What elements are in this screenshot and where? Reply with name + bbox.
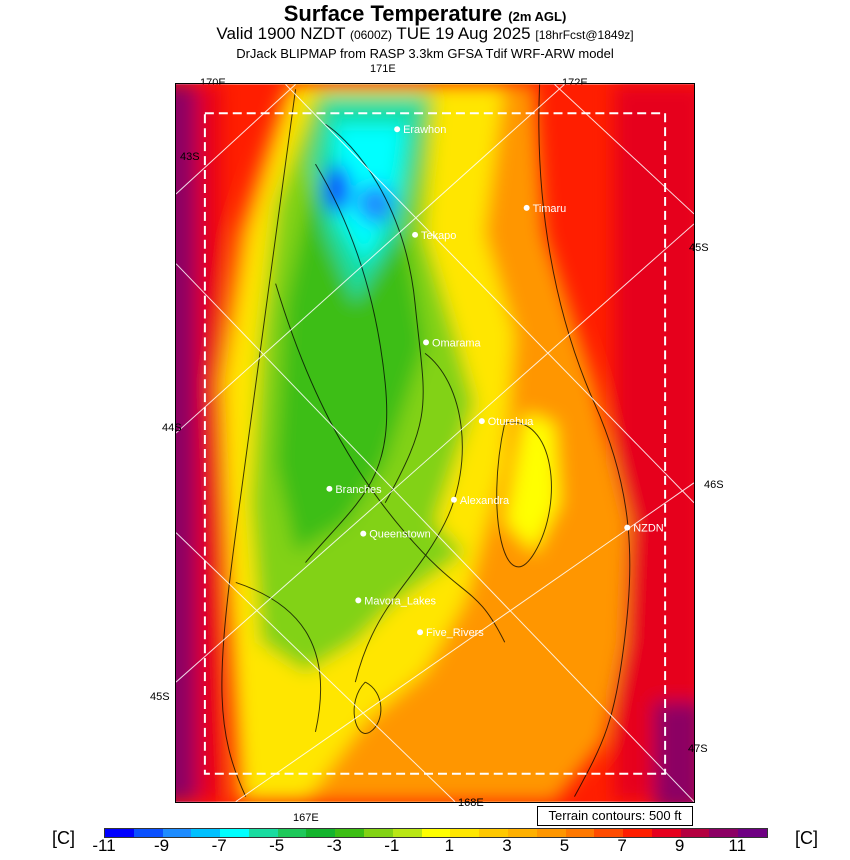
svg-text:Erawhon: Erawhon: [403, 124, 446, 136]
svg-text:Tekapo: Tekapo: [421, 230, 456, 242]
terrain-contour-note: Terrain contours: 500 ft: [537, 806, 693, 826]
colorbar-swatch: [623, 829, 652, 837]
lat-label: 47S: [688, 743, 708, 755]
valid-time: Valid 1900 NZDT (0600Z) TUE 19 Aug 2025 …: [216, 24, 634, 43]
colorbar-swatch: [709, 829, 739, 837]
colorbar-swatch: [248, 829, 278, 837]
colorbar-tick-label: -9: [154, 836, 170, 855]
lat-label: 46S: [704, 479, 724, 491]
svg-text:Oturehua: Oturehua: [488, 416, 535, 428]
colorbar-swatch: [392, 829, 422, 837]
city-oturehua: Oturehua: [478, 416, 535, 428]
colorbar-swatch: [421, 829, 451, 837]
lat-label: 44S: [162, 422, 182, 434]
colorbar-swatch: [738, 829, 767, 837]
svg-text:Five_Rivers: Five_Rivers: [426, 627, 484, 639]
colorbar-unit-right: [C]: [795, 828, 819, 848]
lat-label: 45S: [150, 691, 170, 703]
map-title: Surface Temperature (2m AGL): [283, 1, 567, 26]
colorbar-tick-label: 3: [502, 836, 512, 855]
colorbar-swatch: [479, 829, 508, 837]
lat-label: 45S: [689, 242, 709, 254]
colorbar-swatch: [105, 829, 134, 837]
colorbar-swatch: [565, 829, 595, 837]
colorbar-tick-label: 7: [617, 836, 627, 855]
colorbar-tick-label: -3: [326, 836, 342, 855]
svg-text:Alexandra: Alexandra: [460, 495, 510, 507]
city-five-rivers: Five_Rivers: [417, 627, 484, 639]
colorbar-tick-label: 9: [674, 836, 685, 855]
colorbar-tick-label: 1: [444, 836, 455, 855]
svg-text:Timaru: Timaru: [533, 203, 567, 215]
colorbar-swatch: [306, 829, 336, 837]
city-erawhon: Erawhon: [394, 124, 446, 136]
city-omarama: Omarama: [423, 337, 482, 349]
city-markers: Erawhon Timaru Tekapo Omarama Oturehua B…: [326, 124, 664, 639]
colorbar-swatch: [536, 829, 566, 837]
colorbar-swatch: [162, 829, 192, 837]
colorbar-swatch: [335, 829, 365, 837]
svg-text:Omarama: Omarama: [432, 337, 482, 349]
temperature-map[interactable]: Erawhon Timaru Tekapo Omarama Oturehua B…: [156, 83, 704, 812]
colorbar-tick-label: -1: [384, 836, 400, 855]
colorbar-tick-label: -7: [211, 836, 227, 855]
city-timaru: Timaru: [523, 203, 567, 215]
colorbar-tick-label: 11: [728, 836, 747, 855]
svg-text:Branches: Branches: [335, 484, 382, 496]
colorbar: [104, 828, 768, 838]
colorbar-swatch: [220, 829, 249, 837]
city-tekapo: Tekapo: [412, 230, 456, 242]
colorbar-swatch: [651, 829, 681, 837]
colorbar-swatch: [680, 829, 710, 837]
city-nzdn: NZDN: [624, 523, 664, 535]
colorbar-swatch: [594, 829, 624, 837]
svg-text:NZDN: NZDN: [633, 523, 663, 535]
colorbar-swatch: [450, 829, 480, 837]
svg-text:Mavora_Lakes: Mavora_Lakes: [364, 595, 436, 607]
colorbar-unit-left: [C]: [52, 828, 76, 848]
colorbar-swatch: [364, 829, 393, 837]
colorbar-swatch: [507, 829, 537, 837]
lat-label: 43S: [180, 151, 200, 163]
colorbar-tick-label: 5: [559, 836, 570, 855]
colorbar-swatch: [277, 829, 307, 837]
city-queenstown: Queenstown: [360, 529, 431, 541]
colorbar-swatch: [191, 829, 221, 837]
model-description: DrJack BLIPMAP from RASP 3.3km GFSA Tdif…: [236, 46, 614, 61]
city-mavora-lakes: Mavora_Lakes: [355, 595, 437, 607]
city-branches: Branches: [326, 484, 382, 496]
svg-text:Queenstown: Queenstown: [369, 529, 430, 541]
lon-label: 168E: [458, 797, 484, 809]
colorbar-swatch: [133, 829, 163, 837]
colorbar-tick-label: -5: [269, 836, 285, 855]
lon-label: 171E: [370, 63, 396, 75]
city-alexandra: Alexandra: [450, 495, 510, 507]
lon-label: 167E: [293, 812, 319, 824]
colorbar-tick-label: -11: [92, 836, 116, 855]
